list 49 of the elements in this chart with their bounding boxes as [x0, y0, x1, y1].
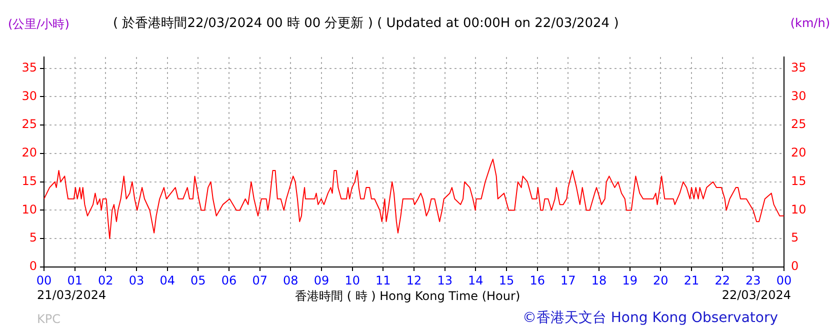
x-tick-label: 23	[746, 273, 761, 288]
y2-tick-label: 35	[791, 60, 806, 74]
y-tick-label: 5	[29, 230, 37, 245]
x-tick-label: 09	[314, 273, 330, 288]
x-tick-label: 11	[376, 273, 391, 288]
text: 22/03/2024	[722, 288, 791, 302]
y-axis-title: (公里/小時)	[8, 16, 70, 33]
y2-tick-label: 15	[791, 174, 806, 188]
y-tick-label: 0	[29, 259, 37, 274]
x-tick-label: 03	[128, 273, 144, 288]
x-tick-label: 07	[252, 273, 268, 288]
x-tick-label: 08	[283, 273, 298, 288]
x-tick-label: 00	[36, 273, 52, 288]
y-tick-label: 35	[22, 60, 37, 74]
text: ©香港天文台 Hong Kong Observatory	[522, 309, 778, 327]
x-tick-label: 00	[776, 273, 792, 288]
y2-tick-label: 5	[791, 230, 799, 245]
x-tick-label: 21	[684, 273, 700, 288]
y2-axis-title: (km/h)	[790, 16, 830, 30]
x-tick-label: 17	[560, 273, 576, 288]
y2-tick-label: 25	[791, 117, 806, 132]
text: 21/03/2024	[37, 288, 106, 302]
y-tick-label: 20	[22, 146, 37, 160]
x-tick-label: 04	[160, 273, 175, 288]
x-tick-label: 06	[221, 273, 237, 288]
x-tick-label: 02	[98, 273, 114, 288]
y2-tick-label: 30	[791, 88, 806, 103]
x-tick-label: 13	[437, 273, 452, 288]
x-tick-label: 10	[344, 273, 360, 288]
y2-tick-label: 0	[791, 259, 799, 274]
x-tick-label: 12	[406, 273, 422, 288]
y-tick-label: 15	[22, 174, 37, 188]
x-tick-label: 14	[468, 273, 484, 288]
x-axis-title: 香港時間 ( 時 ) Hong Kong Time (Hour)	[295, 288, 520, 305]
text: KPC	[37, 312, 60, 326]
y2-tick-label: 20	[791, 146, 806, 160]
y-tick-label: 30	[22, 88, 37, 103]
x-tick-label: 18	[591, 273, 607, 288]
x-tick-label: 22	[714, 273, 730, 288]
y-tick-label: 10	[22, 202, 37, 216]
x-tick-label: 05	[190, 273, 206, 288]
x-tick-label: 20	[653, 273, 668, 288]
y-tick-label: 25	[22, 117, 37, 132]
y2-tick-label: 10	[791, 202, 806, 216]
x-tick-label: 15	[498, 273, 514, 288]
x-tick-label: 19	[622, 273, 638, 288]
chart-title: ( 於香港時間22/03/2024 00 時 00 分更新 ) ( Updated at 00:00H on 22/03/2024 )	[113, 15, 619, 32]
x-tick-label: 01	[67, 273, 82, 288]
x-tick-label: 16	[530, 273, 545, 288]
